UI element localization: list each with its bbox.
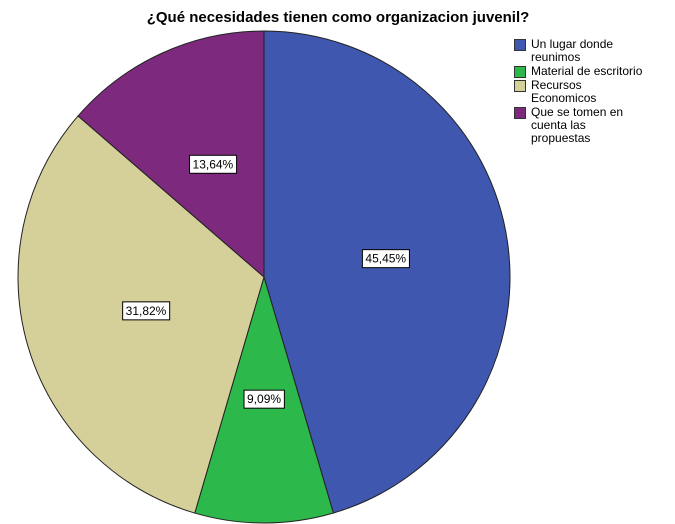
legend: Un lugar donde reunimos Material de escri… [514, 38, 648, 146]
value-label-box [122, 301, 171, 321]
legend-label: Material de escritorio [531, 64, 643, 78]
legend-label: Que se tomen en cuenta las propuestas [531, 105, 624, 145]
legend-swatch [514, 107, 526, 119]
value-label: 31,82% [126, 304, 167, 318]
legend-label: Un lugar donde reunimos [531, 37, 614, 64]
legend-item: Material de escritorio [514, 65, 648, 78]
value-label: 13,64% [193, 157, 234, 171]
legend-swatch [514, 39, 526, 51]
legend-swatch [514, 80, 526, 92]
legend-label: Recursos Economicos [531, 78, 597, 105]
legend-item: Recursos Economicos [514, 79, 648, 105]
legend-item: Un lugar donde reunimos [514, 38, 648, 64]
pie-slice [77, 30, 265, 279]
legend-item: Que se tomen en cuenta las propuestas [514, 106, 648, 145]
value-label-box [189, 154, 238, 174]
legend-swatch [514, 66, 526, 78]
pie-slice [263, 30, 511, 514]
value-label-box [361, 249, 410, 269]
chart-title: ¿Qué necesidades tienen como organizacio… [147, 9, 530, 26]
value-label: 9,09% [247, 392, 281, 406]
value-label: 45,45% [365, 252, 406, 266]
value-label-box [243, 389, 285, 409]
